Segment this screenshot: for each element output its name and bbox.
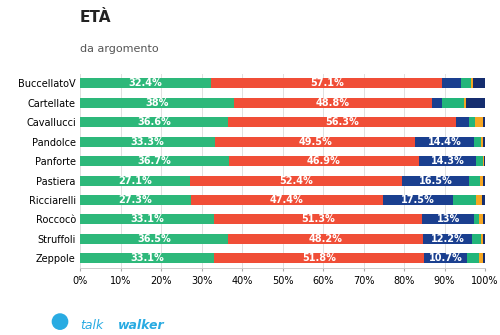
Text: 36.7%: 36.7% — [138, 156, 171, 166]
Text: 49.5%: 49.5% — [298, 137, 332, 147]
Bar — [480, 253, 482, 263]
Text: ETÀ: ETÀ — [80, 10, 112, 25]
Bar — [473, 78, 485, 88]
Bar — [467, 253, 479, 263]
Bar — [423, 234, 472, 244]
Bar — [476, 156, 482, 166]
Bar — [481, 137, 483, 147]
Bar — [476, 117, 482, 127]
Text: 27.3%: 27.3% — [118, 195, 152, 205]
Bar — [482, 176, 485, 186]
Text: 14.3%: 14.3% — [430, 156, 464, 166]
Bar — [454, 195, 475, 205]
Bar — [80, 98, 234, 108]
Text: da argomento: da argomento — [80, 44, 158, 54]
Bar — [464, 98, 466, 108]
Text: 47.4%: 47.4% — [270, 195, 304, 205]
Bar — [215, 137, 416, 147]
Bar — [482, 117, 485, 127]
Bar — [480, 176, 482, 186]
Bar — [469, 176, 480, 186]
Text: 48.2%: 48.2% — [308, 234, 342, 244]
Bar — [214, 253, 424, 263]
Bar — [460, 78, 471, 88]
Bar — [484, 214, 485, 224]
Text: talk: talk — [80, 319, 104, 332]
Bar — [474, 137, 481, 147]
Bar — [211, 78, 442, 88]
Bar — [422, 214, 474, 224]
Bar — [228, 234, 423, 244]
Bar — [80, 214, 214, 224]
Circle shape — [52, 314, 68, 329]
Bar — [471, 78, 473, 88]
Bar — [80, 234, 228, 244]
Text: 46.9%: 46.9% — [306, 156, 340, 166]
Bar — [234, 98, 432, 108]
Bar — [416, 137, 474, 147]
Bar — [80, 195, 190, 205]
Text: 10.7%: 10.7% — [428, 253, 462, 263]
Bar — [483, 137, 485, 147]
Bar — [80, 117, 228, 127]
Bar — [228, 156, 418, 166]
Bar — [482, 156, 484, 166]
Text: 38%: 38% — [146, 98, 169, 108]
Bar — [480, 234, 483, 244]
Bar — [418, 156, 476, 166]
Text: 56.3%: 56.3% — [326, 117, 359, 127]
Bar — [480, 214, 484, 224]
Bar — [469, 117, 476, 127]
Bar — [442, 78, 460, 88]
Bar — [442, 98, 464, 108]
Bar — [382, 195, 454, 205]
Text: 36.5%: 36.5% — [137, 234, 171, 244]
Text: 57.1%: 57.1% — [310, 78, 344, 88]
Bar — [80, 253, 214, 263]
Text: 16.5%: 16.5% — [418, 176, 452, 186]
Text: 48.8%: 48.8% — [316, 98, 350, 108]
Text: 27.1%: 27.1% — [118, 176, 152, 186]
Bar — [484, 156, 485, 166]
Text: 14.4%: 14.4% — [428, 137, 462, 147]
Text: 36.6%: 36.6% — [137, 117, 171, 127]
Bar — [466, 98, 485, 108]
Text: 51.3%: 51.3% — [301, 214, 335, 224]
Bar — [190, 195, 382, 205]
Text: 33.1%: 33.1% — [130, 214, 164, 224]
Bar — [472, 234, 480, 244]
Legend: 18-24, 25-34, 35-44, 45-54, 55-64, 65+: 18-24, 25-34, 35-44, 45-54, 55-64, 65+ — [142, 331, 422, 335]
Bar — [476, 195, 482, 205]
Bar — [214, 214, 422, 224]
Bar — [80, 176, 190, 186]
Bar — [80, 78, 211, 88]
Text: 33.3%: 33.3% — [130, 137, 164, 147]
Text: 12.2%: 12.2% — [431, 234, 464, 244]
Bar — [483, 234, 485, 244]
Bar — [402, 176, 469, 186]
Bar — [424, 253, 467, 263]
Text: walker: walker — [118, 319, 164, 332]
Text: 52.4%: 52.4% — [279, 176, 312, 186]
Bar — [482, 253, 485, 263]
Text: 33.1%: 33.1% — [130, 253, 164, 263]
Text: 13%: 13% — [436, 214, 460, 224]
Bar — [190, 176, 402, 186]
Text: 32.4%: 32.4% — [128, 78, 162, 88]
Bar — [432, 98, 442, 108]
Bar — [80, 137, 215, 147]
Text: 17.5%: 17.5% — [401, 195, 435, 205]
Bar — [80, 156, 229, 166]
Bar — [456, 117, 469, 127]
Bar — [482, 195, 485, 205]
Bar — [228, 117, 456, 127]
Text: 51.8%: 51.8% — [302, 253, 336, 263]
Bar — [474, 214, 480, 224]
